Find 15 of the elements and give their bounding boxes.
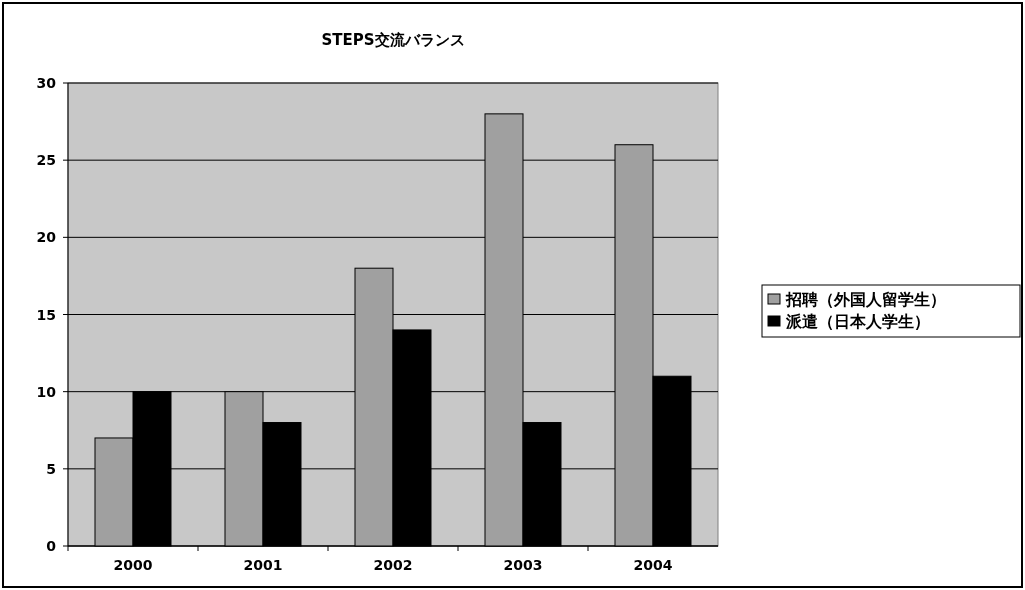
x-tick-label: 2000 (113, 557, 153, 573)
legend-label: 招聘（外国人留学生） (785, 290, 946, 309)
y-tick-label: 30 (36, 75, 57, 91)
x-tick-label: 2001 (243, 557, 283, 573)
legend-label: 派遣（日本人学生） (785, 312, 930, 331)
y-tick-label: 5 (46, 460, 56, 477)
y-tick-label: 15 (36, 306, 56, 323)
x-tick-label: 2002 (373, 557, 413, 573)
x-tick-label: 2004 (633, 557, 673, 573)
y-tick-label: 10 (36, 383, 57, 400)
y-tick-label: 0 (46, 538, 57, 554)
chart-title: STEPS交流バランス (321, 31, 465, 49)
y-tick-label: 25 (36, 152, 56, 169)
y-tick-label: 20 (36, 229, 57, 246)
x-tick-label: 2003 (503, 557, 543, 573)
